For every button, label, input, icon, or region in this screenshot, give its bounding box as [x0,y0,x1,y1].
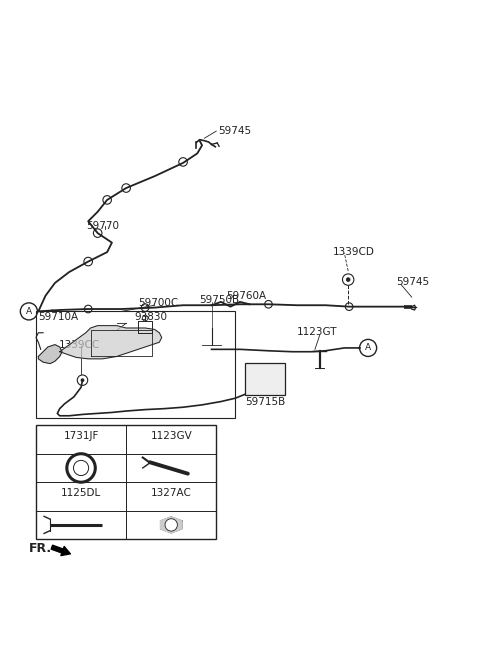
Text: 59750B: 59750B [200,295,240,306]
Bar [36,312,235,418]
Circle shape [346,277,350,281]
Text: 59715B: 59715B [245,398,285,407]
Text: 1339CD: 1339CD [333,247,374,257]
Polygon shape [160,517,182,533]
Text: FR.: FR. [29,542,52,555]
Text: 1339CC: 1339CC [59,340,100,350]
Text: A: A [26,307,32,316]
Text: 59745: 59745 [219,126,252,136]
Text: 93830: 93830 [135,312,168,322]
Circle shape [165,519,178,531]
Text: 1327AC: 1327AC [151,488,192,498]
Text: 1731JF: 1731JF [63,431,99,441]
Text: 59770: 59770 [86,221,119,231]
Text: 1123GT: 1123GT [297,327,337,337]
Text: 59700C: 59700C [138,298,178,308]
Text: 1123GV: 1123GV [150,431,192,441]
Polygon shape [60,325,162,359]
Text: 59745: 59745 [396,277,430,287]
Text: A: A [365,344,371,352]
Circle shape [73,461,89,476]
Text: 59710A: 59710A [38,312,79,322]
Circle shape [81,379,84,382]
Bar [245,363,285,396]
FancyArrowPatch shape [51,545,71,556]
Polygon shape [38,344,62,363]
Text: 59760A: 59760A [226,291,266,301]
Bar [36,425,216,539]
Text: 1125DL: 1125DL [61,488,101,498]
